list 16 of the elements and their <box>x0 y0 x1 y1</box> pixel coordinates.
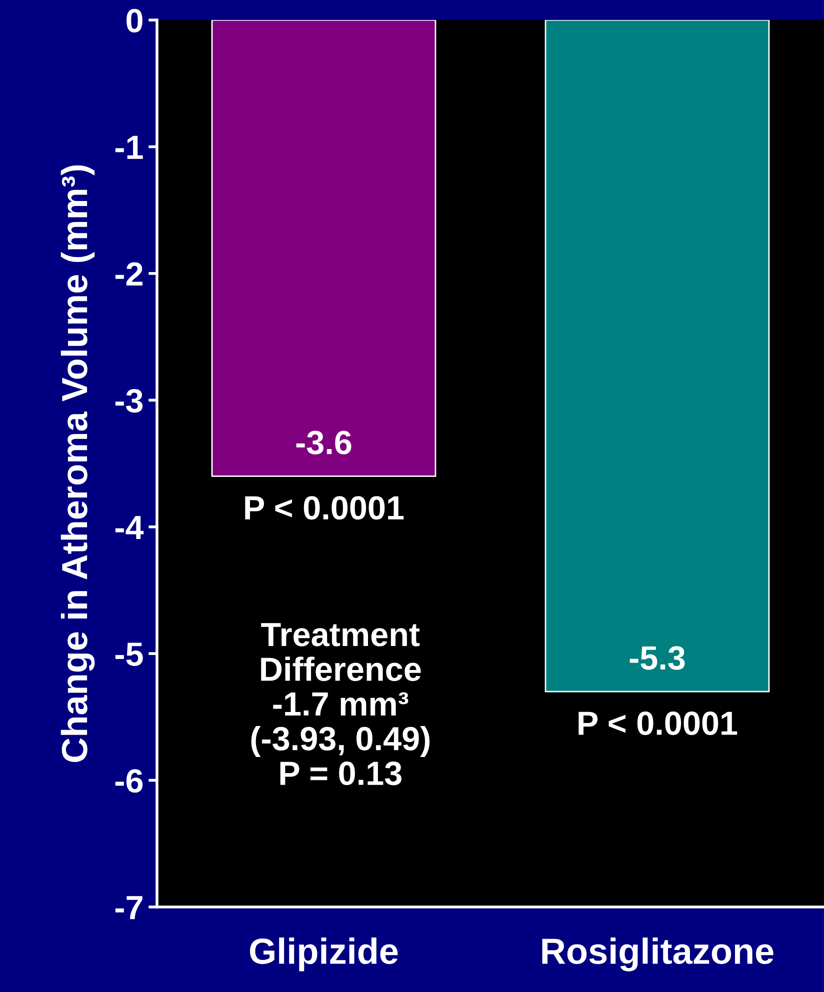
data-label: -5.3 <box>630 646 685 670</box>
annotation: P < 0.0001 <box>578 711 738 736</box>
y-tick-label: -6 <box>115 769 143 793</box>
y-tick-label: -7 <box>115 896 142 920</box>
y-tick-label: -5 <box>115 642 143 666</box>
y-tick-label: -1 <box>115 136 143 159</box>
x-tick-label: Glipizide <box>250 938 398 972</box>
annotation: P < 0.0001 <box>245 496 404 520</box>
y-axis-title: Change in Atheroma Volume (mm³) <box>60 165 95 762</box>
y-tick-label: 0 <box>126 8 142 32</box>
x-tick-label: Rosiglitazone <box>542 938 774 972</box>
data-label: -3.6 <box>296 430 352 454</box>
y-tick-label: -4 <box>115 516 144 539</box>
y-tick-label: -3 <box>115 388 143 413</box>
annotation: Treatment Difference -1.7 mm³ (-3.93, 0.49) P = 0.13 <box>251 623 430 786</box>
y-tick-label: -2 <box>115 262 142 286</box>
